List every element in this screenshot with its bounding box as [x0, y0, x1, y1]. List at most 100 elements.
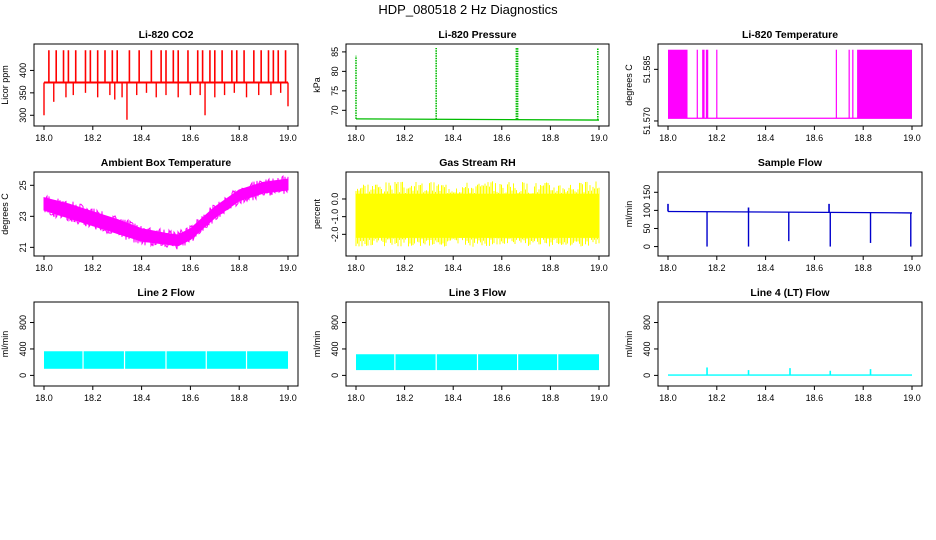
x-tick-label: 18.8: [542, 393, 560, 403]
y-tick-label: 75: [330, 86, 340, 96]
y-tick-label: 800: [330, 315, 340, 330]
y-tick-label: 21: [18, 242, 28, 252]
y-tick-label: 50: [642, 223, 652, 233]
series-group: [355, 181, 600, 247]
series-group: [44, 350, 288, 370]
series-band: [702, 49, 705, 119]
x-tick-label: 18.8: [854, 393, 872, 403]
y-tick-label: 800: [642, 315, 652, 330]
x-tick-label: 18.4: [757, 133, 775, 143]
y-tick-label: 51.585: [642, 56, 652, 84]
x-tick-label: 18.6: [182, 393, 200, 403]
panel-title: Li-820 CO2: [139, 29, 194, 41]
x-tick-label: 18.6: [182, 133, 200, 143]
plot-frame: [33, 171, 299, 257]
x-tick-label: 18.2: [84, 393, 102, 403]
panel-title: Li-820 Pressure: [438, 29, 516, 41]
x-tick-label: 18.6: [182, 263, 200, 273]
plot-frame: [657, 301, 923, 387]
y-tick-label: 85: [330, 47, 340, 57]
y-tick-label: 25: [18, 180, 28, 190]
panel-title: Line 4 (LT) Flow: [750, 287, 830, 299]
series-band: [43, 178, 289, 247]
x-tick-label: 19.0: [590, 263, 608, 273]
panel-title: Line 3 Flow: [449, 287, 507, 299]
x-tick-label: 18.8: [854, 263, 872, 273]
y-axis-label: ml/min: [624, 201, 634, 228]
y-tick-label: 0: [642, 373, 652, 378]
y-tick-label: -2.0: [330, 227, 340, 243]
panel-3: Li-820 Temperature degrees C 18.0 18.2 18.4 1…: [624, 29, 923, 143]
y-axis-label: Licor ppm: [0, 65, 10, 105]
plot-frame: [657, 43, 923, 127]
series-group: [668, 49, 912, 119]
panel-6: Sample Flow ml/min 18.0 18.2 18.4 18.6 18.8 19.…: [624, 157, 923, 273]
x-tick-label: 18.6: [806, 393, 824, 403]
x-tick-label: 18.0: [35, 133, 53, 143]
x-tick-label: 18.2: [708, 393, 726, 403]
y-tick-label: 400: [330, 341, 340, 356]
x-tick-label: 18.0: [659, 393, 677, 403]
series-group: [355, 48, 600, 121]
y-tick-label: 350: [18, 85, 28, 100]
x-tick-label: 18.4: [444, 133, 462, 143]
y-tick-label: -1.0: [330, 209, 340, 225]
plot-frame: [345, 301, 610, 387]
x-tick-label: 18.8: [854, 133, 872, 143]
x-tick-label: 19.0: [590, 393, 608, 403]
x-tick-label: 19.0: [903, 393, 921, 403]
y-axis-label: ml/min: [312, 331, 322, 358]
y-tick-label: 300: [18, 108, 28, 123]
x-tick-label: 19.0: [903, 133, 921, 143]
panel-9: Line 4 (LT) Flow ml/min 18.0 18.2 18.4 18.6 18…: [624, 287, 923, 403]
x-tick-label: 18.0: [35, 263, 53, 273]
panel-title: Li-820 Temperature: [742, 29, 838, 41]
plot-frame: [33, 43, 299, 127]
x-tick-label: 18.2: [708, 263, 726, 273]
y-axis-label: ml/min: [0, 331, 10, 358]
y-axis-label: degrees C: [624, 64, 634, 106]
y-axis-label: percent: [312, 198, 322, 229]
y-tick-label: 23: [18, 211, 28, 221]
plot-frame: [33, 301, 299, 387]
series-group: [43, 174, 289, 250]
x-tick-label: 18.4: [133, 133, 151, 143]
y-tick-label: 400: [18, 63, 28, 78]
x-tick-label: 18.2: [708, 133, 726, 143]
series-band: [848, 49, 850, 119]
x-tick-label: 18.0: [659, 133, 677, 143]
y-tick-label: 0: [330, 373, 340, 378]
panel-7: Line 2 Flow ml/min 18.0 18.2 18.4 18.6 18.8 19.…: [0, 287, 299, 403]
x-tick-label: 19.0: [903, 263, 921, 273]
panel-title: Line 2 Flow: [137, 287, 195, 299]
x-tick-label: 18.0: [347, 393, 365, 403]
y-tick-label: 0.0: [330, 193, 340, 206]
y-tick-label: 70: [330, 105, 340, 115]
x-tick-label: 18.6: [493, 133, 511, 143]
series-band: [852, 49, 854, 119]
panel-4: Ambient Box Temperature degrees C 18.0 18.2…: [0, 157, 299, 273]
series-band: [857, 49, 912, 119]
x-tick-label: 18.2: [84, 263, 102, 273]
x-tick-label: 18.8: [230, 133, 248, 143]
panel-title: Gas Stream RH: [439, 157, 515, 169]
x-tick-label: 18.8: [230, 263, 248, 273]
panel-title: Sample Flow: [758, 157, 823, 169]
series-line: [667, 210, 913, 214]
y-tick-label: 0: [642, 244, 652, 249]
y-tick-label: 150: [642, 185, 652, 200]
plot-frame: [345, 43, 610, 127]
x-tick-label: 18.6: [493, 393, 511, 403]
x-tick-label: 18.0: [347, 133, 365, 143]
panel-1: Li-820 CO2 Licor ppm 18.0 18.2 18.4 18.6 18.8 1…: [0, 29, 299, 143]
panel-8: Line 3 Flow ml/min 18.0 18.2 18.4 18.6 18.8 19.…: [312, 287, 610, 403]
x-tick-label: 18.8: [230, 393, 248, 403]
x-tick-label: 18.6: [493, 263, 511, 273]
panel-5: Gas Stream RH percent 18.0 18.2 18.4 18.6 18.8…: [312, 157, 610, 273]
y-axis-label: degrees C: [0, 193, 10, 235]
series-group: [667, 203, 913, 247]
x-tick-label: 18.2: [396, 133, 414, 143]
y-tick-label: 400: [642, 341, 652, 356]
x-tick-label: 18.0: [35, 393, 53, 403]
